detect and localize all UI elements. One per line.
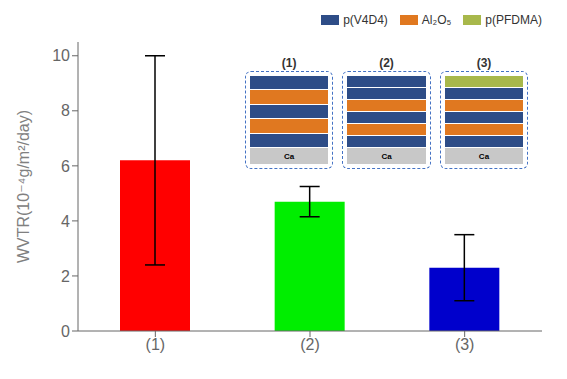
- html-text:p(PFDMA): p(PFDMA): [485, 13, 542, 27]
- html-text:Al₂O₅: Al₂O₅: [421, 13, 452, 27]
- html-text:Ca: Ca: [478, 151, 490, 161]
- html-text:(1): (1): [281, 55, 297, 70]
- svg-text:2: 2: [61, 268, 70, 285]
- svg-text:(3): (3): [455, 336, 475, 353]
- svg-text:10: 10: [52, 47, 70, 64]
- html-text:(2): (2): [379, 55, 394, 70]
- svg-text:8: 8: [61, 102, 70, 119]
- html-text:p(V4D4): p(V4D4): [343, 13, 388, 27]
- html-text:(3): (3): [476, 55, 492, 70]
- svg-text:WVTR(10⁻⁴g/m²/day): WVTR(10⁻⁴g/m²/day): [15, 110, 32, 263]
- svg-text:6: 6: [61, 158, 70, 175]
- html-text:Ca: Ca: [284, 151, 295, 161]
- html-text:Ca: Ca: [381, 151, 392, 161]
- svg-text:(1): (1): [146, 336, 166, 353]
- svg-text:(2): (2): [300, 336, 320, 353]
- svg-text:4: 4: [61, 213, 70, 230]
- svg-text:0: 0: [61, 323, 70, 340]
